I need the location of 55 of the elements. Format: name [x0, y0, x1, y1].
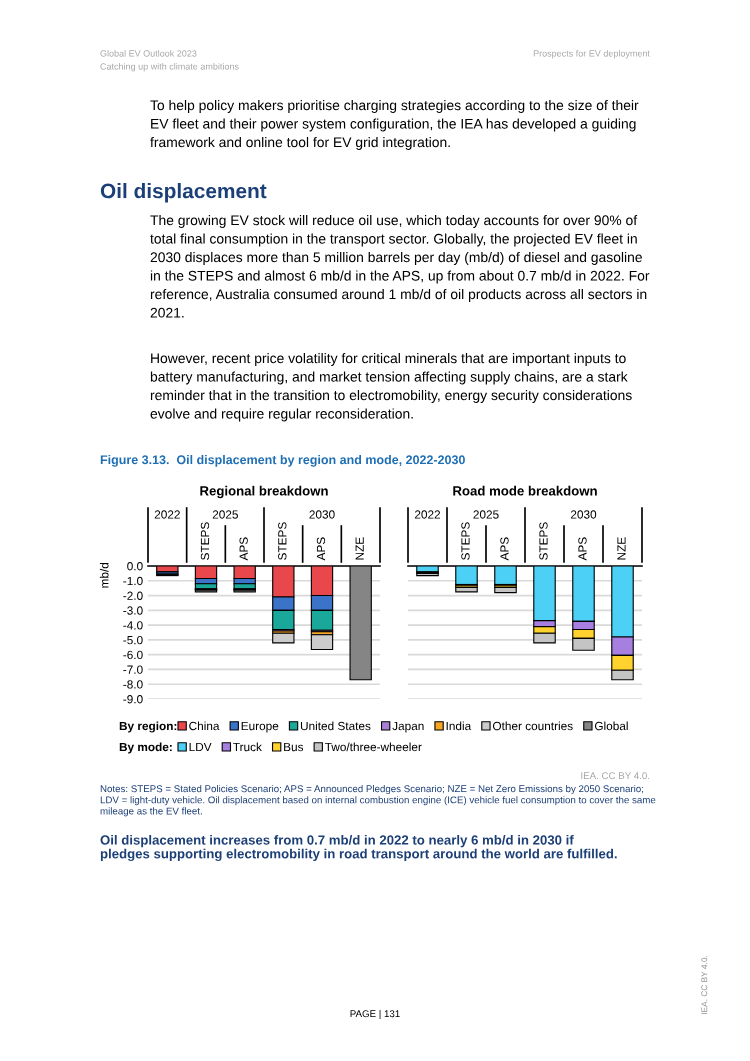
- y-axis-title: mb/d: [99, 562, 109, 588]
- legend-label: Bus: [284, 742, 304, 752]
- text: Notes: STEPS = Stated Policies Scenario; APS = Announced Pledges Scenario; NZE = Net Zero Emissions by 2050 Scenario; LDV = light-duty vehicle. Oil displacement based on internal combustion engine (ICE) vehicle fuel consumption to cover the same mileage as the EV fleet.: [100, 785, 656, 817]
- legend-label: Two/three-wheeler: [325, 742, 422, 752]
- text: Prospects for EV deployment: [533, 50, 650, 59]
- legend-title: By mode:: [119, 742, 172, 754]
- text: 2022: [414, 510, 441, 519]
- x-tick-label: APS: [239, 537, 248, 561]
- y-tick-label: -6.0: [123, 650, 143, 660]
- y-tick-label: -1.0: [123, 576, 143, 586]
- caption: Figure 3.13. Oil displacement by region and mode, 2022-2030: [100, 455, 465, 467]
- x-tick-label: NZE: [617, 537, 626, 560]
- y-tick-label: -7.0: [123, 665, 143, 674]
- text: However, recent price volatility for critical minerals that are important inputs to battery manufacturing, and market tension affecting supply chains, are a stark reminder that in the transition to electromobility, energy security considerations evolve and require regular reconsideration.: [150, 353, 632, 422]
- text: Oil displacement: [100, 183, 267, 203]
- text: Catching up with climate ambitions: [100, 63, 239, 72]
- y-tick-label: 0.0: [127, 562, 143, 571]
- text: 2022: [154, 510, 180, 519]
- x-tick-label: STEPS: [200, 522, 210, 560]
- chart-title: Road mode breakdown: [453, 485, 597, 496]
- x-tick-label: STEPS: [539, 522, 548, 560]
- legend-label: Other countries: [492, 721, 573, 731]
- y-tick-label: -4.0: [123, 621, 143, 630]
- text: 2030: [309, 510, 335, 519]
- text: Global EV Outlook 2023: [100, 50, 197, 57]
- x-tick-label: STEPS: [461, 522, 470, 560]
- y-tick-label: -8.0: [123, 680, 143, 689]
- legend-label: United States: [300, 721, 371, 731]
- x-tick-label: NZE: [355, 537, 364, 560]
- text: 2025: [473, 510, 499, 519]
- text: The growing EV stock will reduce oil use, which today accounts for over 90% of total final consumption in the transport sector. Globally, the projected EV fleet in 2030 displaces more than 5 million barrels per day (mb/d) of diesel and gasoline in the STEPS and almost 6 mb/d in the APS, up from about 0.7 mb/d in 2022. For reference, Australia consumed around 1 mb/d of oil products across all sectors in 2021.: [150, 215, 650, 318]
- text: To help policy makers prioritise charging strategies according to the size of their EV fleet and their power system configuration, the IEA has developed a guiding framework and online tool for EV grid integration.: [150, 100, 639, 150]
- text: 2025: [212, 510, 238, 519]
- legend-label: Europe: [241, 721, 279, 733]
- text: 2030: [570, 510, 597, 519]
- legend-label: Japan: [392, 721, 424, 733]
- x-tick-label: APS: [578, 537, 587, 561]
- x-tick-label: APS: [500, 537, 509, 561]
- chart-title: Regional breakdown: [200, 485, 328, 499]
- y-tick-label: -5.0: [123, 635, 143, 645]
- x-tick-label: STEPS: [278, 522, 287, 560]
- text: Oil displacement increases from 0.7 mb/d in 2022 to nearly 6 mb/d in 2030 if pledges supporting electromobility in road transport around the world are fulfilled.: [100, 835, 617, 862]
- legend-label: LDV: [189, 742, 212, 752]
- y-tick-label: -9.0: [123, 695, 143, 704]
- legend-label: Global: [594, 721, 628, 731]
- legend-label: India: [446, 721, 472, 731]
- y-tick-label: -3.0: [123, 606, 143, 615]
- legend-label: Truck: [233, 742, 262, 752]
- text: IEA. CC BY 4.0.: [581, 772, 650, 780]
- text: PAGE | 131: [350, 1010, 400, 1020]
- y-tick-label: -2.0: [123, 591, 143, 600]
- x-tick-label: APS: [316, 537, 326, 561]
- legend-label: China: [189, 721, 220, 731]
- text: IEA. CC BY 4.0.: [701, 955, 708, 1015]
- legend-title: By region:: [119, 721, 177, 733]
